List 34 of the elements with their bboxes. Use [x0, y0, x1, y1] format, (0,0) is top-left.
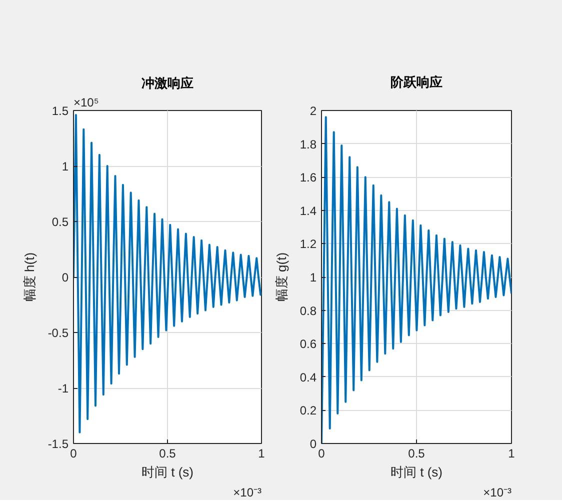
x-tick-label: 1: [508, 446, 516, 460]
line-series: [74, 114, 262, 434]
x-tick-label: 0.5: [159, 446, 176, 460]
y-tick-label: 0.4: [300, 370, 317, 384]
chart-title: 冲激响应: [142, 76, 194, 92]
y-tick-label: 1.5: [52, 104, 69, 118]
y-tick-label: 1.8: [300, 137, 317, 152]
y-tick-label: -1: [58, 382, 69, 396]
text: ×10⁵: [74, 96, 99, 110]
x-tick-label: 0: [70, 446, 78, 460]
y-tick-label: 0: [62, 270, 69, 284]
y-tick-label: 2: [310, 104, 317, 118]
x-tick-label: 0: [318, 446, 326, 460]
y-tick-label: -1.5: [48, 437, 69, 451]
y-tick-label: 1.2: [300, 237, 317, 252]
y-tick-label: 1.4: [300, 204, 317, 218]
y-tick-label: 1: [310, 270, 317, 284]
y-tick-label: 0.6: [300, 337, 317, 352]
x-axis-title: 时间 t (s): [390, 464, 443, 480]
chart-title: 阶跃响应: [390, 74, 442, 90]
x-tick-label: 1: [258, 446, 266, 460]
y-tick-label: 0.5: [52, 215, 69, 229]
text: ×10⁻³: [483, 486, 512, 500]
y-axis-title: 幅度 g(t): [274, 252, 289, 302]
y-tick-label: 1.6: [300, 170, 317, 185]
y-tick-label: 0.2: [300, 404, 317, 418]
y-axis-title: 幅度 h(t): [22, 252, 37, 302]
y-tick-label: 0.8: [300, 304, 317, 318]
y-tick-label: 1: [62, 160, 69, 174]
y-tick-label: -0.5: [48, 326, 69, 340]
x-axis-title: 时间 t (s): [142, 464, 194, 480]
y-tick-label: 0: [310, 437, 317, 451]
text: ×10⁻³: [233, 486, 262, 500]
x-tick-label: 0.5: [408, 446, 426, 460]
